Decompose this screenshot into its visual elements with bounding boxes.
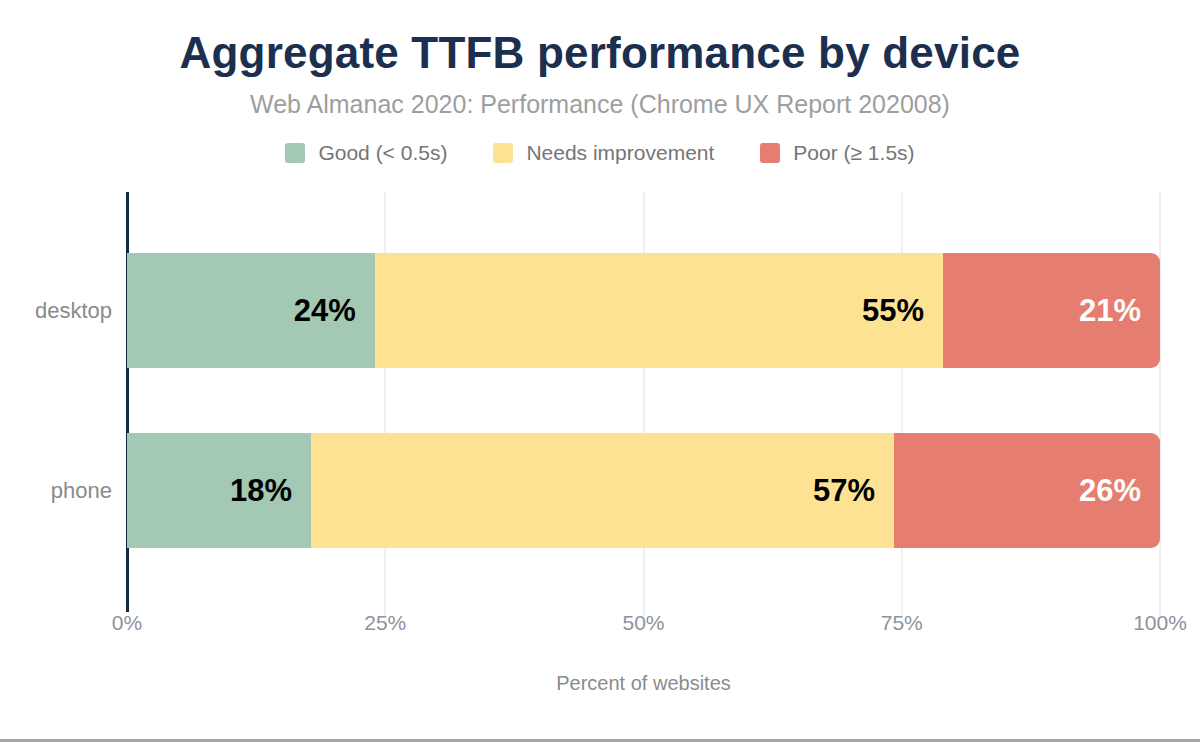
legend-item: Poor (≥ 1.5s): [760, 141, 914, 165]
bar-row: 24% 55% 21%: [127, 253, 1160, 368]
bar-segment: 26%: [894, 433, 1160, 548]
legend-item: Good (< 0.5s): [285, 141, 447, 165]
legend-swatch-icon: [760, 143, 780, 163]
x-tick-label: 25%: [364, 611, 406, 635]
x-axis-ticks: 0%25%50%75%100%: [127, 611, 1160, 641]
legend-label: Needs improvement: [526, 141, 714, 165]
bar-value-label: 21%: [1079, 293, 1160, 329]
bar-value-label: 57%: [813, 473, 894, 509]
bar-segment: 24%: [127, 253, 375, 368]
bar-segment: 55%: [375, 253, 943, 368]
legend-label: Good (< 0.5s): [318, 141, 447, 165]
x-axis-title: Percent of websites: [127, 672, 1160, 695]
legend-item: Needs improvement: [493, 141, 714, 165]
x-tick-label: 100%: [1133, 611, 1187, 635]
bar-value-label: 26%: [1079, 473, 1160, 509]
bar-value-label: 18%: [230, 473, 311, 509]
plot-area: 24% 55% 21% 18% 57% 26%: [127, 192, 1160, 608]
legend-label: Poor (≥ 1.5s): [793, 141, 914, 165]
y-axis-labels: desktop phone: [0, 192, 112, 608]
bar-segment: 57%: [311, 433, 894, 548]
bar-value-label: 24%: [294, 293, 375, 329]
bar-segment: 21%: [943, 253, 1160, 368]
bar-row: 18% 57% 26%: [127, 433, 1160, 548]
bar-segment: 18%: [127, 433, 311, 548]
y-axis-label: desktop: [0, 253, 112, 368]
chart-title: Aggregate TTFB performance by device: [0, 28, 1200, 78]
legend-swatch-icon: [285, 143, 305, 163]
chart-subtitle: Web Almanac 2020: Performance (Chrome UX…: [0, 90, 1200, 119]
chart-figure: Aggregate TTFB performance by device Web…: [0, 0, 1200, 742]
x-tick-label: 75%: [881, 611, 923, 635]
legend: Good (< 0.5s) Needs improvement Poor (≥ 1.…: [0, 141, 1200, 165]
legend-swatch-icon: [493, 143, 513, 163]
x-tick-label: 50%: [622, 611, 664, 635]
bar-value-label: 55%: [862, 293, 943, 329]
y-axis-label: phone: [0, 433, 112, 548]
x-tick-label: 0%: [112, 611, 142, 635]
